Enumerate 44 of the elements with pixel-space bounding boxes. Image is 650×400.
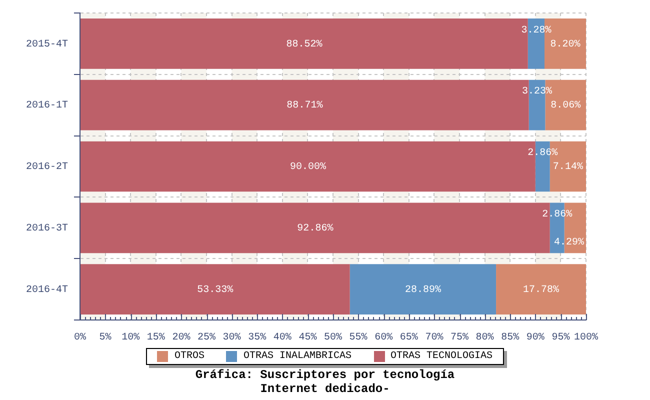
y-tick-label: 2016-4T (26, 284, 68, 296)
y-tick-label: 2015-4T (26, 39, 68, 50)
x-tick-label: 30% (222, 332, 241, 344)
x-tick-label: 50% (324, 332, 342, 344)
bar (80, 264, 350, 314)
x-tick-label: 65% (400, 332, 418, 344)
data-label: 88.71% (286, 100, 323, 112)
x-tick-label: 40% (273, 332, 292, 344)
x-tick-label: 70% (425, 332, 444, 344)
y-tick-label: 2016-2T (26, 162, 68, 174)
x-tick-label: 85% (501, 332, 520, 344)
x-tick-label: 10% (122, 332, 140, 344)
x-tick-label: 25% (197, 332, 216, 344)
x-tick-label: 5% (99, 332, 112, 344)
y-tick-label: 2016-3T (26, 224, 68, 235)
data-label: 8.20% (550, 39, 580, 50)
data-label: 90.00% (290, 162, 326, 174)
text: Gráfica: Suscriptores por tecnología (194, 368, 456, 382)
data-label: 17.78% (523, 284, 560, 296)
bar (350, 264, 496, 314)
legend-label: OTRAS INALAMBRICAS (243, 350, 352, 363)
x-tick-label: 0% (74, 332, 86, 344)
data-label: 8.06% (550, 100, 581, 112)
data-label: 7.14% (552, 162, 583, 174)
x-tick-label: 15% (146, 332, 165, 344)
x-tick-label: 35% (248, 332, 266, 344)
data-label: 88.52% (286, 39, 322, 50)
legend-label: OTRAS TECNOLOGIAS (390, 350, 493, 363)
data-label: 53.33% (197, 284, 234, 296)
legend-label: OTROS (174, 350, 204, 363)
x-tick-label: 75% (450, 332, 469, 344)
bar (496, 264, 586, 314)
y-tick-label: 2016-1T (26, 100, 68, 112)
x-tick-label: 45% (298, 332, 317, 344)
x-tick-label: 60% (374, 332, 393, 344)
data-label: 28.89% (404, 284, 441, 296)
x-tick-label: 90% (526, 332, 544, 344)
x-tick-label: 55% (349, 332, 368, 344)
x-tick-label: 100% (574, 332, 598, 344)
x-tick-label: 20% (172, 332, 190, 344)
text: Internet dedicado- (259, 382, 391, 396)
data-label: 92.86% (297, 224, 334, 235)
x-tick-label: 95% (552, 332, 570, 344)
x-tick-label: 80% (476, 332, 494, 344)
